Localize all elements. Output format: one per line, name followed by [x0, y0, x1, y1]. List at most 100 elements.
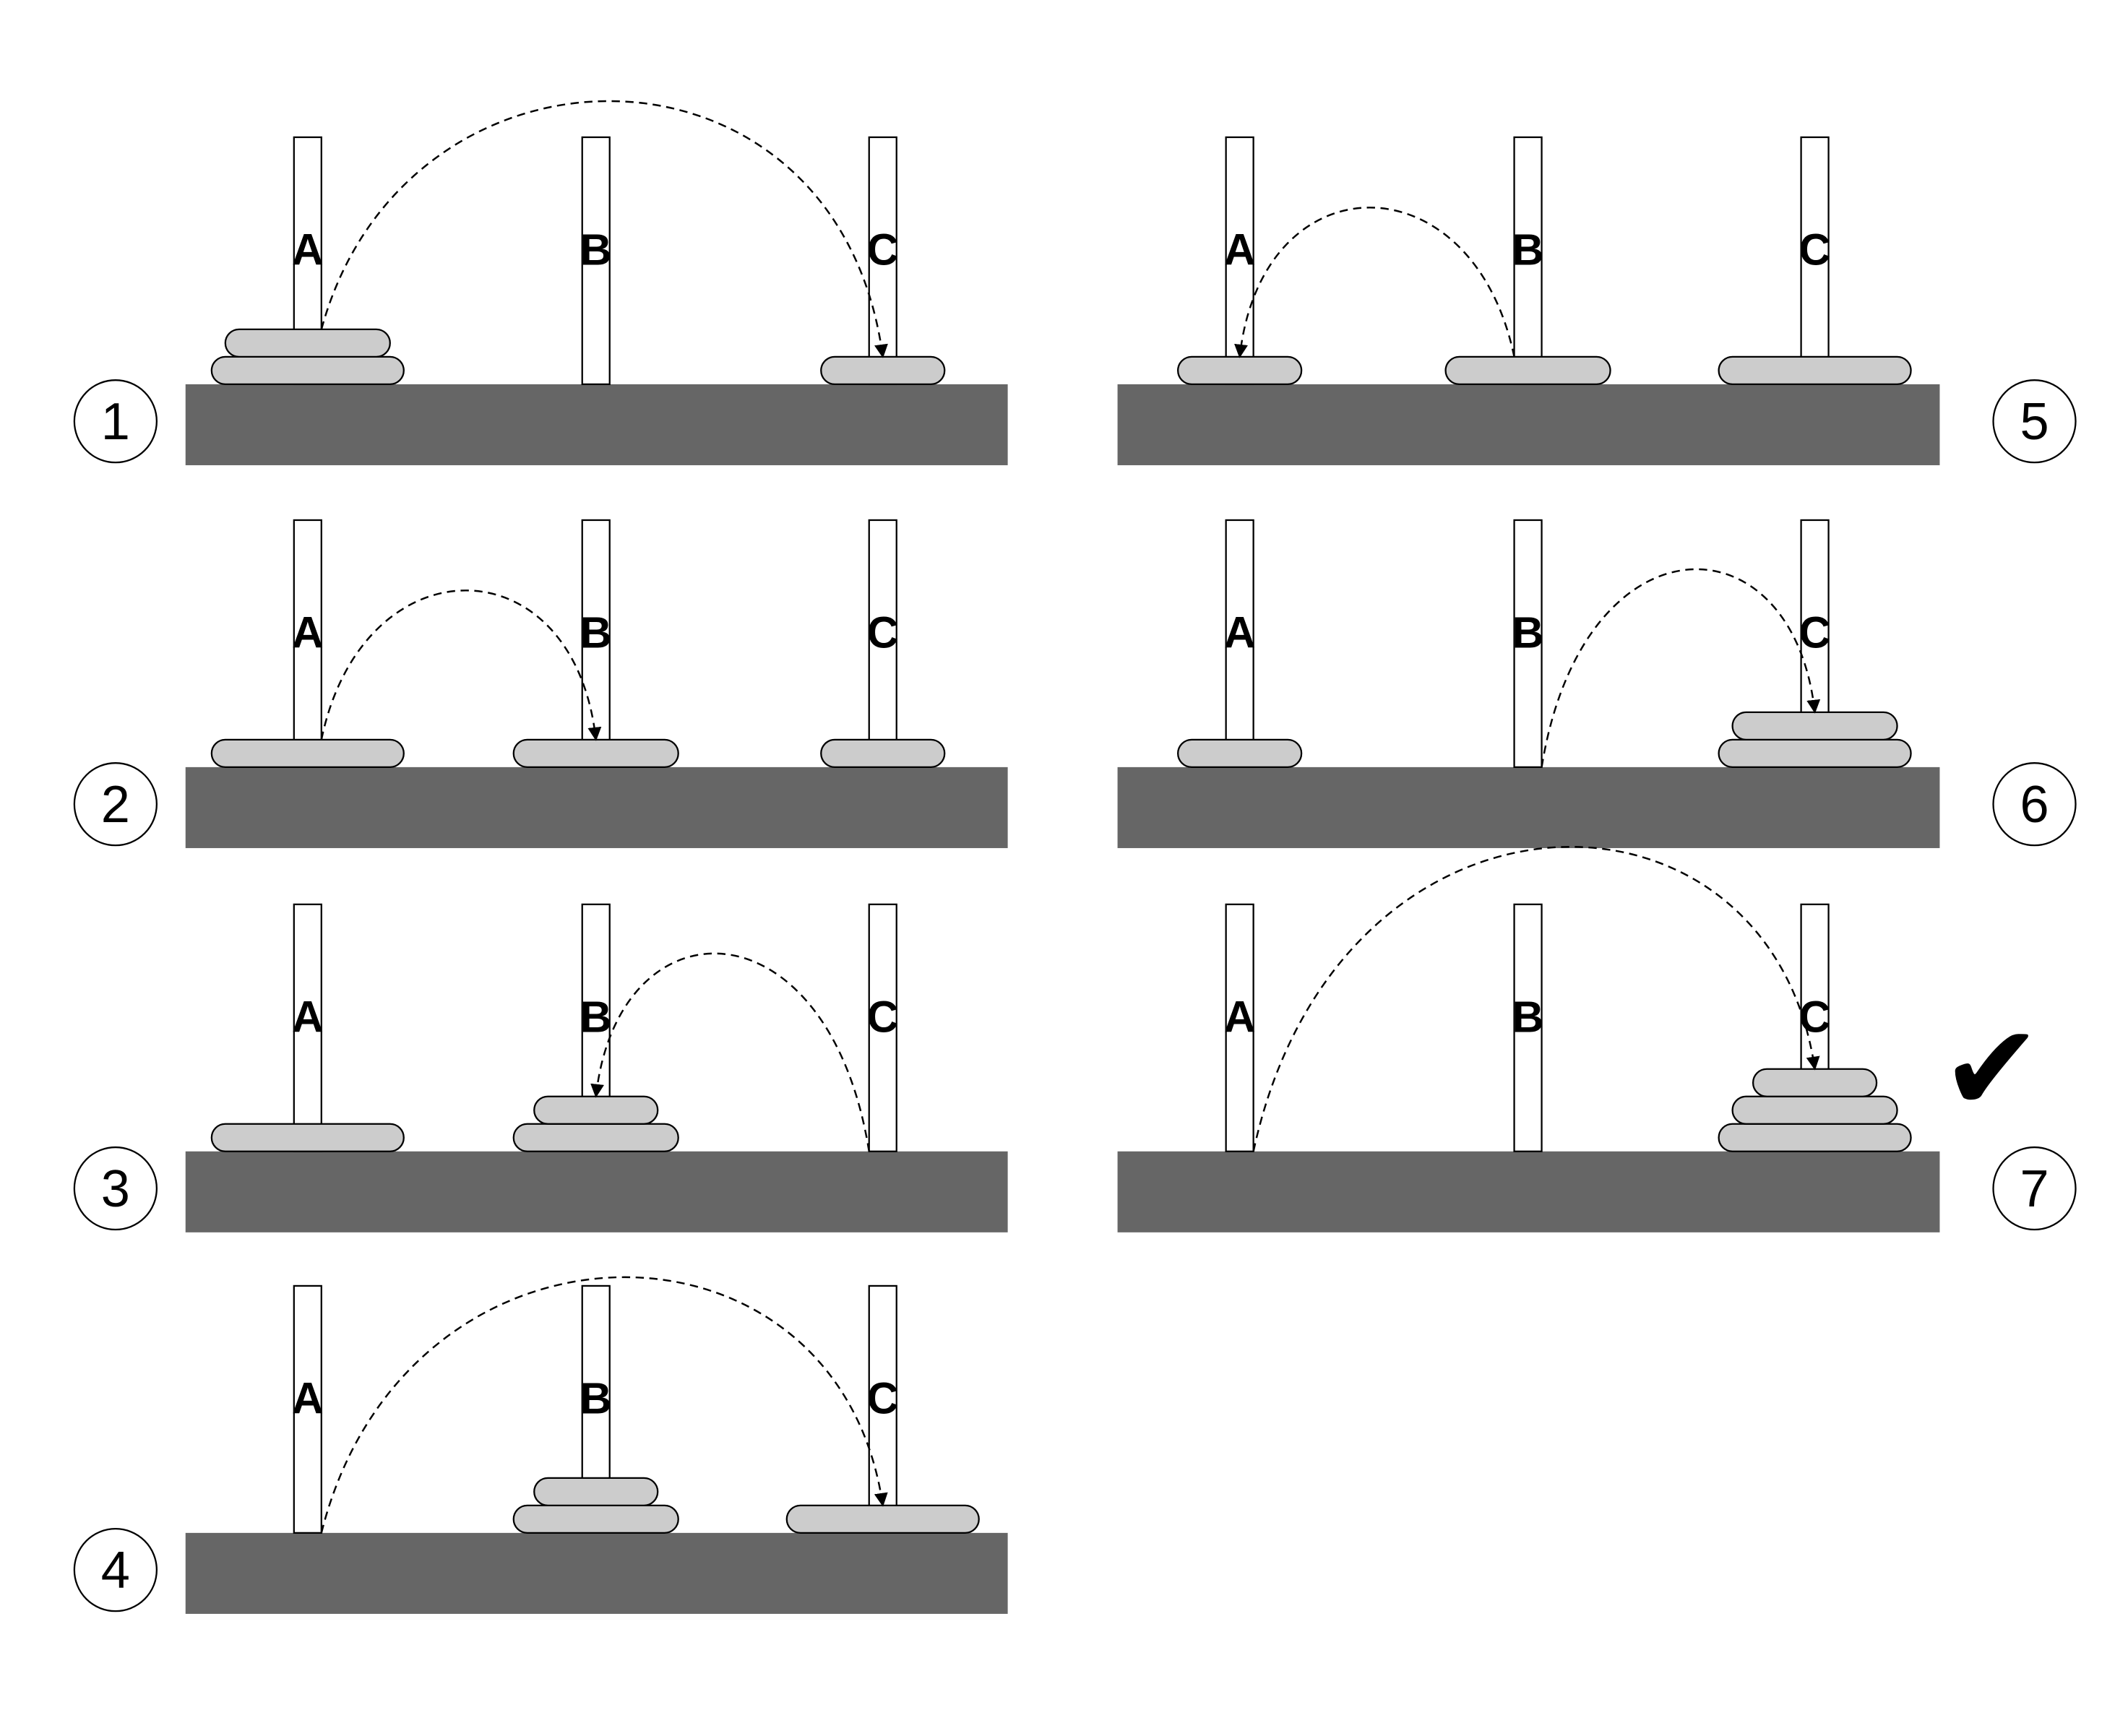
- peg-b: [581, 519, 611, 769]
- disk: [512, 1123, 679, 1152]
- base-platform: [185, 766, 1008, 848]
- step-number-badge: 3: [73, 1146, 158, 1231]
- step-panel: 1 A B C: [73, 100, 1008, 465]
- peg-c: [868, 1284, 897, 1534]
- step-number: 2: [101, 776, 130, 834]
- step-circle: [73, 379, 158, 464]
- disk: [512, 738, 679, 769]
- move-arrow: [1541, 568, 1821, 768]
- step-number-badge: 6: [1992, 762, 2077, 847]
- peg-c: [1800, 136, 1830, 386]
- peg-label: B: [580, 608, 612, 657]
- disk: [1718, 355, 1912, 386]
- step-circle: [1992, 379, 2077, 464]
- disk: [820, 738, 946, 769]
- disk: [1718, 1123, 1912, 1152]
- peg-label: C: [1799, 993, 1831, 1042]
- peg-a: [1225, 136, 1254, 386]
- step-number-badge: 2: [73, 762, 158, 847]
- peg-a: [293, 1284, 322, 1534]
- peg-label: A: [1224, 608, 1256, 657]
- peg-a: [293, 519, 322, 769]
- peg-b: [1513, 519, 1543, 769]
- peg-label: C: [867, 608, 899, 657]
- step-number: 7: [2020, 1160, 2049, 1218]
- step-panel: 4 A B C: [73, 1276, 1008, 1614]
- peg-label: C: [867, 993, 899, 1042]
- peg-b: [1513, 136, 1543, 386]
- peg-label: A: [1224, 225, 1256, 275]
- step-circle: [73, 762, 158, 847]
- move-arrow: [320, 100, 888, 358]
- base-platform: [1117, 1151, 1940, 1232]
- peg-a: [1225, 903, 1254, 1152]
- disk: [210, 355, 405, 386]
- disk: [210, 738, 405, 769]
- peg-label: B: [1512, 225, 1544, 275]
- step-panel: 5 A B C: [1117, 136, 2077, 465]
- step-circle: [73, 1146, 158, 1231]
- step-number-badge: 5: [1992, 379, 2077, 464]
- move-arrow: [590, 952, 870, 1152]
- peg-a: [293, 903, 322, 1152]
- base-platform: [185, 1532, 1008, 1614]
- disk: [533, 1477, 659, 1507]
- disk: [1177, 738, 1303, 769]
- peg-b: [1513, 903, 1543, 1152]
- base-platform: [1117, 384, 1940, 465]
- step-number-badge: 1: [73, 379, 158, 464]
- peg-a: [1225, 519, 1254, 769]
- disk: [512, 1504, 679, 1534]
- step-number: 4: [101, 1542, 130, 1599]
- peg-label: B: [1512, 608, 1544, 657]
- peg-label: B: [1512, 993, 1544, 1042]
- step-panel: 7 A B C ✔: [1117, 846, 2077, 1232]
- step-panel: 2 A B C: [73, 519, 1008, 848]
- step-number-badge: 7: [1992, 1146, 2077, 1231]
- peg-label: A: [292, 1374, 324, 1423]
- disk: [785, 1504, 980, 1534]
- disk: [1731, 711, 1898, 741]
- peg-c: [868, 519, 897, 769]
- step-number: 5: [2020, 393, 2049, 451]
- base-platform: [1117, 766, 1940, 848]
- step-circle: [1992, 762, 2077, 847]
- disk: [210, 1123, 405, 1152]
- move-arrow: [1252, 846, 1820, 1152]
- base-platform: [185, 1151, 1008, 1232]
- move-arrow: [320, 1276, 888, 1534]
- disk: [1731, 1095, 1898, 1125]
- step-number: 1: [101, 393, 130, 451]
- step-circle: [1992, 1146, 2077, 1231]
- step-panel: 3 A B C: [73, 903, 1008, 1232]
- disk: [533, 1095, 659, 1125]
- disk: [1444, 355, 1611, 386]
- move-arrow: [320, 590, 602, 741]
- base-platform: [185, 384, 1008, 465]
- step-circle: [73, 1528, 158, 1612]
- checkmark-icon: ✔: [1941, 999, 2042, 1139]
- peg-b: [581, 136, 611, 386]
- peg-label: B: [580, 1374, 612, 1423]
- disk: [1752, 1068, 1878, 1097]
- disk: [224, 328, 391, 358]
- peg-c: [868, 903, 897, 1152]
- step-panel: 6 A B C: [1117, 519, 2077, 848]
- step-number: 3: [101, 1160, 130, 1218]
- move-arrow: [1234, 207, 1515, 358]
- peg-label: B: [580, 225, 612, 275]
- peg-label: A: [292, 993, 324, 1042]
- peg-c: [868, 136, 897, 386]
- step-number-badge: 4: [73, 1528, 158, 1612]
- peg-label: C: [1799, 225, 1831, 275]
- disk: [1177, 355, 1303, 386]
- peg-label: A: [1224, 993, 1256, 1042]
- peg-label: A: [292, 225, 324, 275]
- disk: [1718, 738, 1912, 769]
- peg-label: C: [867, 225, 899, 275]
- peg-label: C: [867, 1374, 899, 1423]
- disk: [820, 355, 946, 386]
- peg-label: B: [580, 993, 612, 1042]
- peg-label: C: [1799, 608, 1831, 657]
